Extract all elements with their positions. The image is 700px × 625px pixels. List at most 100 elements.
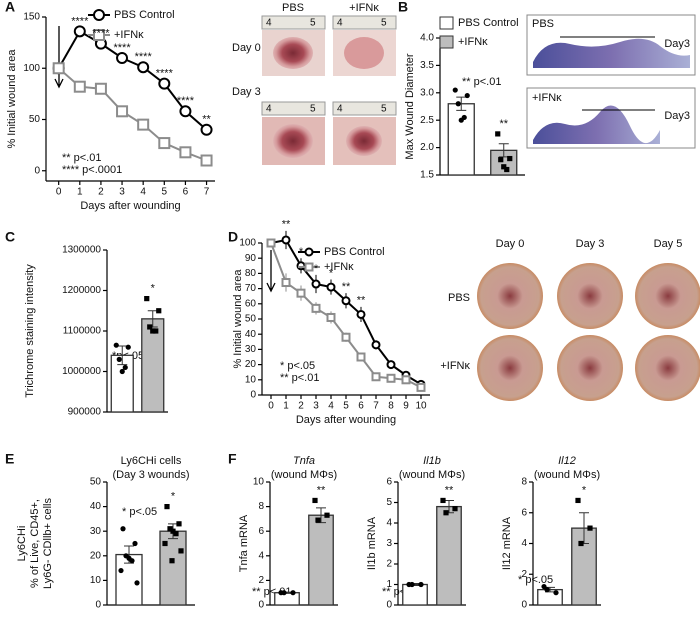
- marker: [452, 87, 458, 93]
- y-tick-label: 70: [245, 283, 257, 294]
- y-tick-label: 1.5: [420, 170, 434, 181]
- y-tick-label: 20: [245, 359, 257, 370]
- marker: [125, 344, 131, 350]
- annotation: ** p<.01: [280, 372, 319, 384]
- x-axis-title: Days after wounding: [296, 414, 396, 426]
- marker: [176, 521, 182, 527]
- x-tick-label: 2: [98, 187, 104, 198]
- marker: [113, 342, 119, 348]
- y-tick-label: 40: [90, 501, 102, 512]
- panel-label: A: [5, 0, 15, 15]
- arrow: [54, 26, 64, 89]
- marker: [281, 590, 287, 596]
- marker: [144, 296, 150, 302]
- y-tick-label: 3.0: [420, 87, 434, 98]
- tissue: [533, 105, 660, 144]
- x-tick-label: 0: [56, 187, 62, 198]
- marker: [324, 512, 330, 518]
- y-tick-label: 8: [258, 501, 264, 512]
- y-tick-label: 4.0: [420, 33, 434, 44]
- ruler: [332, 15, 397, 30]
- y-tick-label: 0: [258, 600, 264, 611]
- y-tick-label: 10: [90, 575, 102, 586]
- x-tick-label: 6: [183, 187, 189, 198]
- marker: [200, 123, 213, 136]
- marker: [544, 587, 550, 593]
- y-tick-label: 30: [90, 526, 102, 537]
- significance: **: [282, 219, 291, 231]
- y-tick-label: 3.5: [420, 60, 434, 71]
- marker: [120, 526, 126, 532]
- marker: [498, 157, 504, 163]
- marker: [416, 382, 426, 392]
- ruler-label: 5: [381, 104, 387, 115]
- marker: [162, 540, 168, 547]
- marker: [116, 52, 129, 64]
- marker: [200, 154, 213, 167]
- significance: ****: [113, 42, 131, 54]
- annotation: * p<.05: [518, 574, 553, 586]
- panel-label: D: [228, 229, 238, 245]
- y-tick-label: 40: [245, 329, 257, 340]
- photo-row: PBS: [448, 292, 470, 304]
- marker: [356, 309, 366, 319]
- marker: [94, 82, 107, 95]
- marker: [495, 131, 501, 137]
- error-bar: [117, 345, 128, 366]
- photo-label: Day3: [664, 38, 690, 50]
- chart-title: Il12: [558, 455, 576, 467]
- marker: [52, 62, 65, 75]
- legend-label: PBS Control: [324, 246, 385, 258]
- error-bar: [498, 143, 509, 158]
- x-tick-label: 2: [298, 401, 304, 412]
- y-tick-label: 0: [521, 600, 527, 611]
- y-tick-label: 1000000: [62, 366, 101, 377]
- photos-b: PBS Day3 +IFNκ Day3: [526, 14, 696, 149]
- marker: [452, 506, 458, 512]
- y-tick-label: 3: [386, 538, 392, 549]
- significance: **: [357, 295, 366, 307]
- y-tick-label: 8: [521, 477, 527, 488]
- marker: [167, 526, 173, 532]
- significance: **: [342, 281, 351, 293]
- panel-label: F: [228, 451, 237, 467]
- marker: [158, 137, 171, 150]
- wound: [273, 37, 313, 69]
- annotation: **** p<.0001: [62, 164, 122, 176]
- marker: [455, 101, 461, 107]
- marker: [296, 261, 306, 271]
- bar: [274, 592, 300, 606]
- marker: [116, 356, 122, 362]
- y-tick-label: 2.0: [420, 142, 434, 153]
- x-tick-label: 9: [403, 401, 409, 412]
- tissue: [533, 38, 690, 68]
- legend-swatch: [439, 35, 454, 49]
- y-tick-label: 0: [34, 165, 40, 176]
- marker: [304, 262, 314, 272]
- y-axis-title: % Initial wound area: [6, 49, 18, 149]
- y-tick-label: 900000: [68, 407, 102, 418]
- x-tick-label: 3: [119, 187, 125, 198]
- marker: [119, 368, 125, 375]
- y-tick-label: 4: [521, 538, 527, 549]
- ruler-label: 4: [337, 104, 343, 115]
- photo-row: Day 3: [232, 86, 261, 98]
- y-tick-label: 1: [386, 579, 392, 590]
- y-axis-title: Il12 mRNA: [501, 516, 513, 570]
- ruler-label: 4: [266, 104, 272, 115]
- y-tick-label: 5: [386, 497, 392, 508]
- marker: [164, 504, 170, 510]
- marker: [150, 328, 156, 334]
- marker: [578, 540, 584, 547]
- x-tick-label: 1: [283, 401, 289, 412]
- photo-col: Day 3: [576, 238, 605, 250]
- y-tick-label: 100: [23, 63, 40, 74]
- significance: *: [151, 283, 156, 295]
- marker: [443, 510, 449, 516]
- y-axis-title: Ly6CHi: [16, 526, 28, 562]
- panel-label: B: [398, 0, 408, 15]
- wound: [344, 37, 384, 69]
- chart-title: (wound MΦs): [399, 469, 465, 481]
- marker: [158, 77, 171, 90]
